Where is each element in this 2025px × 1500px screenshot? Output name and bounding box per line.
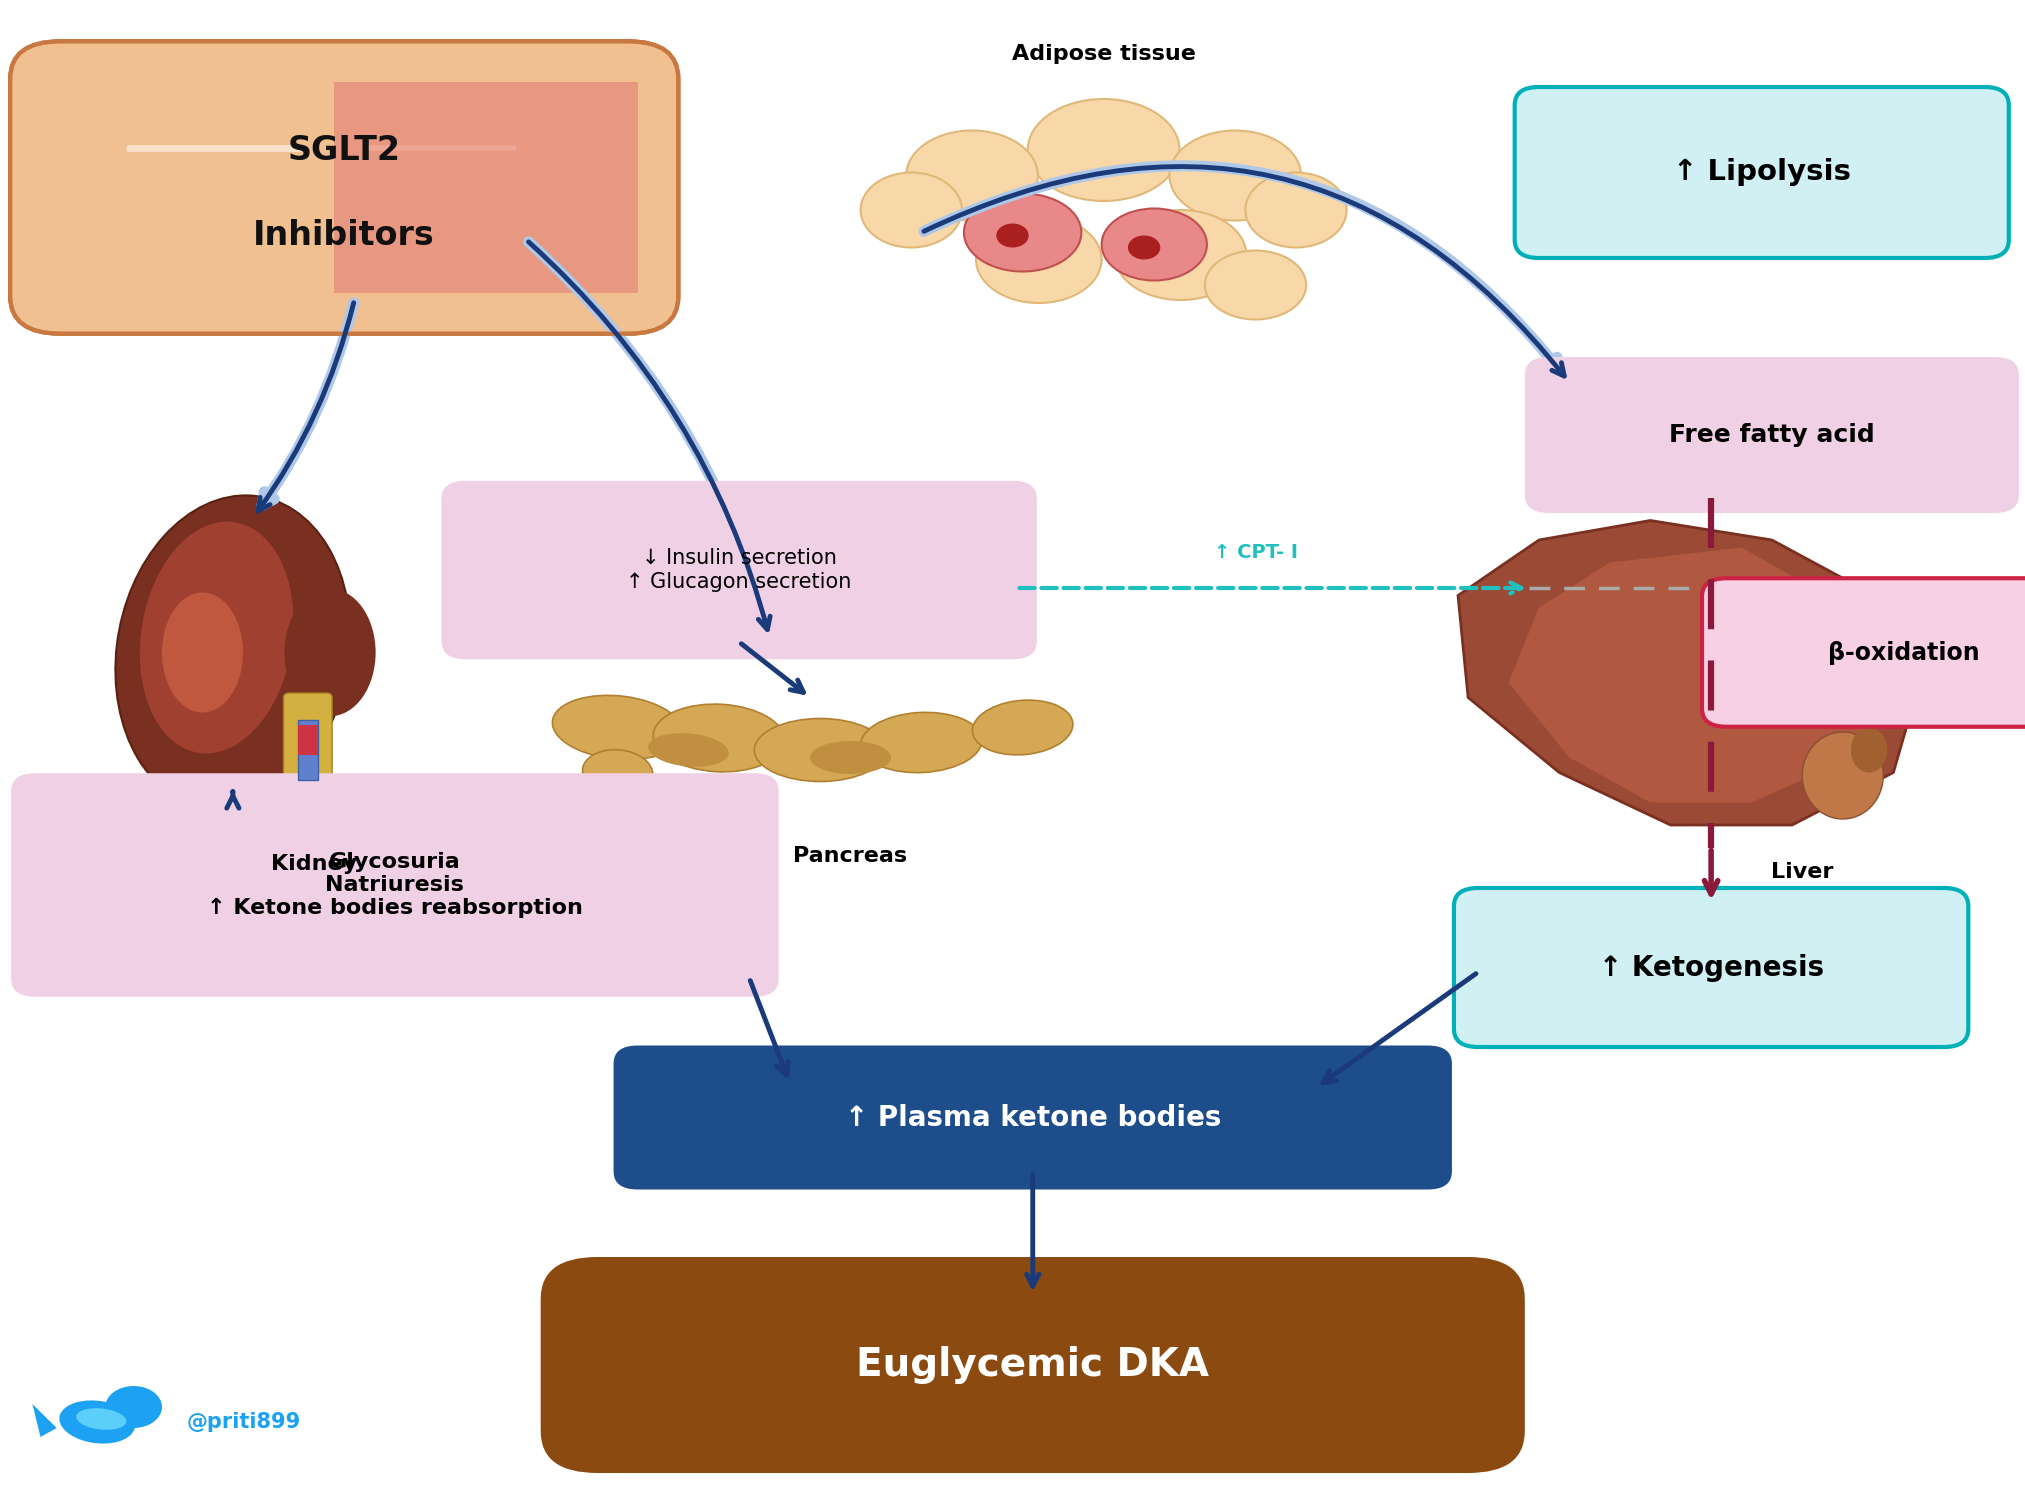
Text: Euglycemic DKA: Euglycemic DKA (857, 1346, 1209, 1384)
Text: Liver: Liver (1772, 861, 1833, 882)
Text: ↑ Plasma ketone bodies: ↑ Plasma ketone bodies (844, 1104, 1221, 1131)
Ellipse shape (861, 712, 982, 772)
Ellipse shape (140, 522, 294, 753)
Text: @priti899: @priti899 (186, 1412, 300, 1432)
Ellipse shape (1102, 209, 1207, 280)
Text: Kidney: Kidney (271, 853, 356, 874)
Ellipse shape (59, 1401, 136, 1443)
FancyBboxPatch shape (614, 1046, 1452, 1190)
FancyBboxPatch shape (298, 724, 318, 754)
FancyBboxPatch shape (284, 693, 332, 837)
Text: β-oxidation: β-oxidation (1829, 640, 1978, 664)
Ellipse shape (654, 704, 784, 772)
Ellipse shape (753, 718, 887, 782)
Circle shape (1128, 236, 1160, 260)
Ellipse shape (162, 592, 243, 712)
Polygon shape (32, 1404, 57, 1437)
FancyBboxPatch shape (334, 81, 638, 294)
Text: ↑ Ketogenesis: ↑ Ketogenesis (1598, 954, 1825, 981)
Ellipse shape (861, 172, 962, 248)
Ellipse shape (284, 590, 377, 717)
FancyBboxPatch shape (1701, 579, 2025, 728)
Text: ↑ CPT- I: ↑ CPT- I (1213, 543, 1298, 562)
FancyBboxPatch shape (298, 720, 318, 780)
Ellipse shape (907, 130, 1039, 220)
Ellipse shape (1802, 732, 1883, 819)
FancyBboxPatch shape (1525, 357, 2019, 513)
Text: ↓ Insulin secretion
↑ Glucagon secretion: ↓ Insulin secretion ↑ Glucagon secretion (626, 549, 853, 591)
FancyBboxPatch shape (1515, 87, 2009, 258)
Ellipse shape (1205, 251, 1306, 320)
Ellipse shape (553, 696, 682, 759)
Ellipse shape (1245, 172, 1347, 248)
Ellipse shape (1851, 728, 1887, 772)
Text: SGLT2: SGLT2 (288, 134, 401, 166)
Polygon shape (1509, 548, 1883, 802)
Text: Free fatty acid: Free fatty acid (1669, 423, 1875, 447)
Text: Inhibitors: Inhibitors (253, 219, 435, 252)
Ellipse shape (1029, 99, 1179, 201)
Ellipse shape (972, 700, 1073, 754)
Circle shape (996, 224, 1029, 248)
Ellipse shape (115, 495, 350, 810)
Ellipse shape (1170, 130, 1302, 220)
Ellipse shape (648, 734, 729, 766)
Text: ↑ Lipolysis: ↑ Lipolysis (1673, 159, 1851, 186)
Ellipse shape (810, 741, 891, 774)
Polygon shape (1458, 520, 1924, 825)
FancyBboxPatch shape (541, 1257, 1525, 1473)
FancyBboxPatch shape (1454, 888, 1968, 1047)
Ellipse shape (1114, 210, 1247, 300)
Text: Glycosuria
Natriuresis
↑ Ketone bodies reabsorption: Glycosuria Natriuresis ↑ Ketone bodies r… (207, 852, 583, 918)
Ellipse shape (964, 194, 1081, 272)
Ellipse shape (976, 216, 1102, 303)
Ellipse shape (77, 1408, 126, 1430)
FancyBboxPatch shape (10, 42, 678, 334)
Text: Adipose tissue: Adipose tissue (1012, 44, 1195, 64)
Ellipse shape (583, 750, 652, 795)
FancyBboxPatch shape (12, 774, 780, 998)
Circle shape (105, 1386, 162, 1428)
FancyBboxPatch shape (441, 480, 1037, 660)
Text: Pancreas: Pancreas (794, 846, 907, 867)
